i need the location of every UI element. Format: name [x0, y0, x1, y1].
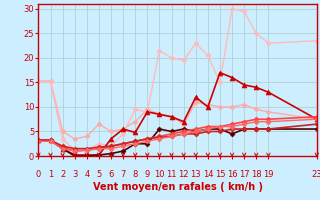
X-axis label: Vent moyen/en rafales ( km/h ): Vent moyen/en rafales ( km/h ) — [92, 182, 263, 192]
